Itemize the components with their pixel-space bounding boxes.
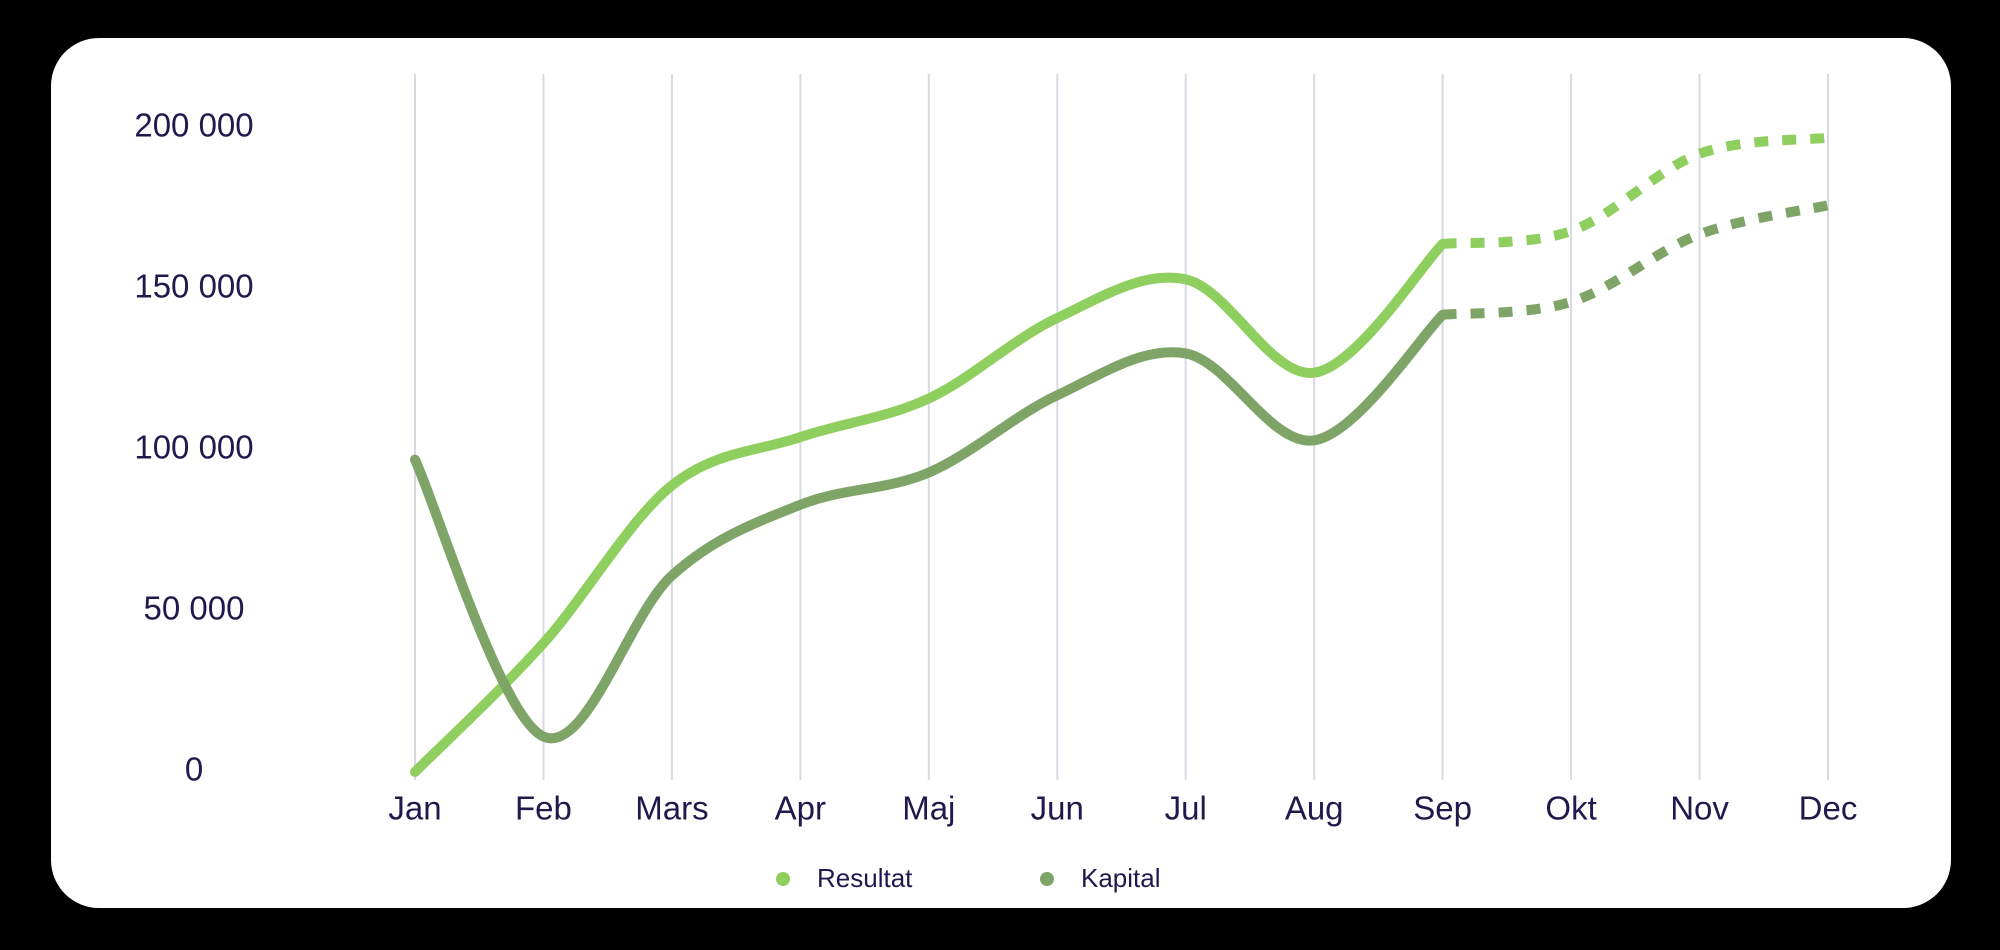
x-tick-label: Jul (1165, 790, 1207, 827)
series-line (1442, 200, 1830, 320)
x-tick-label: Sep (1413, 790, 1472, 827)
y-tick-label: 100 000 (134, 429, 253, 466)
series-line (410, 238, 1448, 777)
card (51, 38, 1951, 908)
series-line (1442, 132, 1829, 249)
x-tick-label: Okt (1545, 790, 1596, 827)
x-tick-label: Aug (1285, 790, 1344, 827)
legend-marker (776, 872, 790, 886)
x-tick-label: Nov (1670, 790, 1729, 827)
y-tick-label: 50 000 (144, 590, 245, 627)
y-tick-label: 0 (185, 751, 203, 788)
legend-label: Kapital (1081, 863, 1161, 893)
x-tick-label: Feb (515, 790, 572, 827)
x-tick-label: Jun (1031, 790, 1084, 827)
legend-marker (1040, 872, 1054, 886)
legend-label: Resultat (817, 863, 913, 893)
x-tick-label: Apr (775, 790, 826, 827)
x-tick-label: Maj (902, 790, 955, 827)
y-tick-label: 150 000 (134, 268, 253, 305)
x-tick-label: Dec (1799, 790, 1858, 827)
y-tick-label: 200 000 (134, 107, 253, 144)
x-tick-label: Mars (635, 790, 708, 827)
series-line (410, 309, 1448, 744)
x-tick-label: Jan (388, 790, 441, 827)
